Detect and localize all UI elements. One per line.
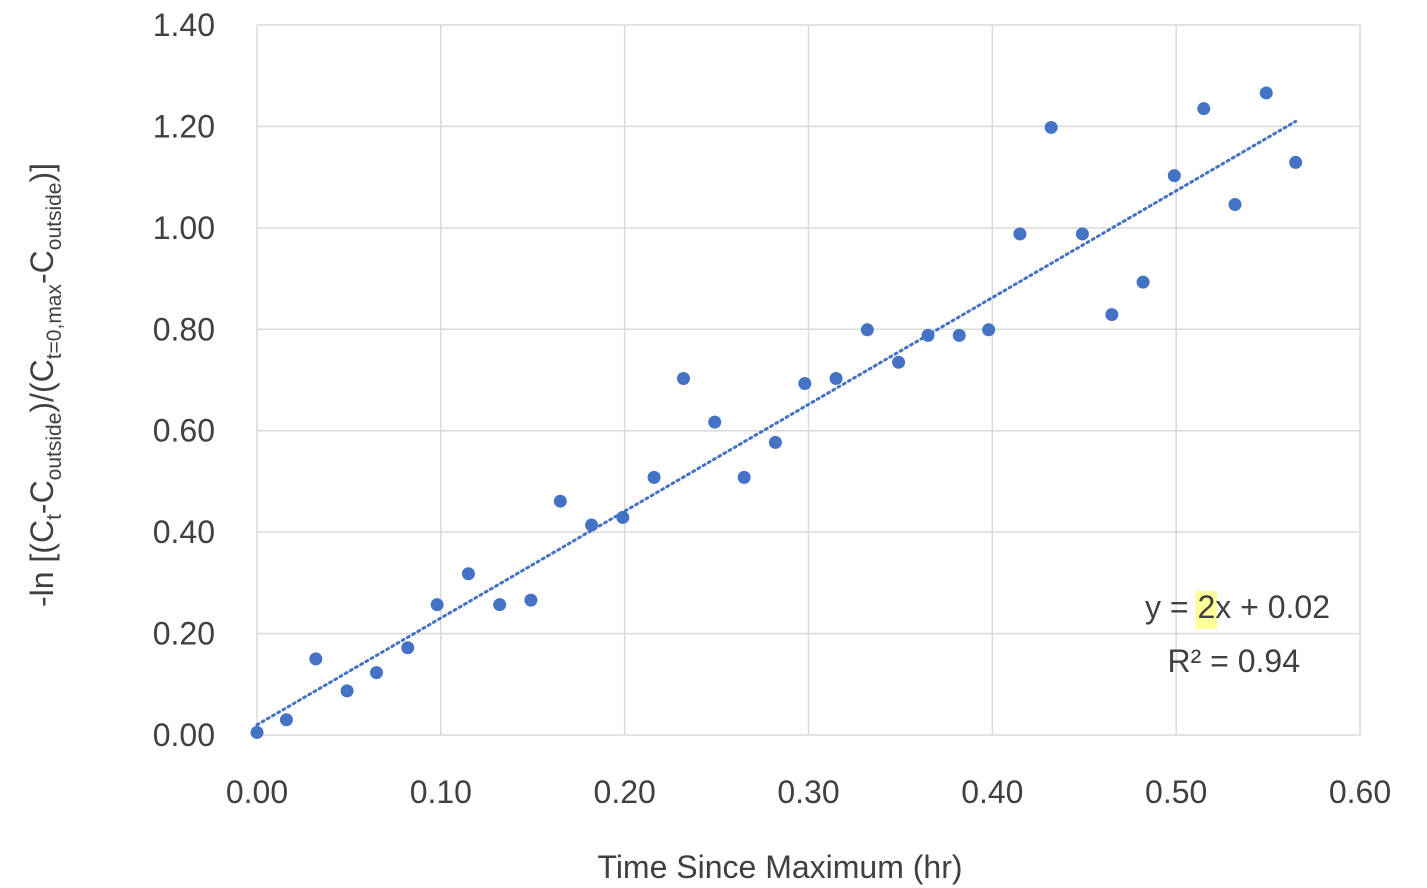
equation-highlight	[1195, 591, 1218, 629]
x-tick-label: 0.10	[410, 774, 472, 810]
data-point	[1228, 198, 1242, 212]
x-tick-labels: 0.00 0.10 0.20 0.30 0.40 0.50 0.60	[226, 774, 1391, 810]
data-point	[952, 328, 966, 342]
equation-prefix: y =	[1145, 589, 1197, 625]
data-point	[493, 598, 507, 612]
data-point	[921, 328, 935, 342]
data-point	[1013, 227, 1027, 241]
y-axis-title-subscript: t	[43, 514, 66, 520]
data-point	[1197, 102, 1211, 116]
data-point	[430, 598, 444, 612]
y-tick-label: 0.00	[153, 717, 215, 753]
data-point	[340, 684, 354, 698]
y-axis-title-subscript: outside	[43, 183, 66, 251]
data-point	[676, 371, 690, 385]
y-axis-title-part: )/(C	[24, 359, 60, 412]
data-point	[369, 666, 383, 680]
data-point	[1136, 275, 1150, 289]
y-axis-title-part: -C	[24, 480, 60, 514]
data-point	[1105, 308, 1119, 322]
y-axis-title-part: -ln [(C	[24, 520, 60, 607]
data-point	[461, 567, 475, 581]
y-tick-label: 0.60	[153, 413, 215, 449]
data-point	[524, 593, 538, 607]
data-point	[616, 510, 630, 524]
y-tick-label: 0.40	[153, 514, 215, 550]
data-point	[585, 518, 599, 532]
data-point	[1044, 120, 1058, 134]
trendline-layer	[255, 119, 1298, 727]
svg-text:y = 2x + 0.02: y = 2x + 0.02	[1145, 589, 1330, 625]
y-axis-title-part: )]	[24, 163, 60, 183]
x-tick-label: 0.30	[777, 774, 839, 810]
y-axis-title-subscript: outside	[43, 413, 66, 481]
data-point	[860, 323, 874, 337]
data-point	[1075, 227, 1089, 241]
data-point	[309, 652, 323, 666]
x-tick-label: 0.60	[1329, 774, 1391, 810]
data-point	[768, 435, 782, 449]
data-point	[401, 641, 415, 655]
data-point	[708, 415, 722, 429]
data-point	[737, 470, 751, 484]
y-tick-label: 0.80	[153, 311, 215, 347]
data-point	[892, 355, 906, 369]
data-point	[647, 470, 661, 484]
data-point	[1167, 169, 1181, 183]
equation-slope: 2	[1197, 589, 1215, 625]
data-point	[798, 377, 812, 391]
data-point	[829, 371, 843, 385]
data-points	[250, 86, 1303, 739]
x-tick-label: 0.20	[594, 774, 656, 810]
r-squared-label: R² = 0.94	[1167, 643, 1300, 679]
y-tick-labels: 0.00 0.20 0.40 0.60 0.80 1.00 1.20 1.40	[153, 7, 215, 753]
x-tick-label: 0.40	[961, 774, 1023, 810]
y-tick-label: 1.00	[153, 210, 215, 246]
data-point	[1289, 155, 1303, 169]
y-tick-label: 1.40	[153, 7, 215, 43]
y-tick-label: 0.20	[153, 616, 215, 652]
data-point	[250, 725, 264, 739]
y-tick-label: 1.20	[153, 108, 215, 144]
data-point	[553, 494, 567, 508]
linear-trendline	[255, 119, 1298, 727]
y-axis-title-part: -C	[24, 250, 60, 284]
data-point	[279, 713, 293, 727]
x-axis-title: Time Since Maximum (hr)	[597, 849, 962, 885]
y-axis-title-subscript: t=0,max	[43, 284, 66, 360]
x-tick-label: 0.00	[226, 774, 288, 810]
y-axis-title: -ln [(Ct-Coutside)/(Ct=0,max-Coutside)]	[24, 163, 66, 607]
equation-suffix: x + 0.02	[1215, 589, 1330, 625]
gridlines	[256, 24, 1361, 736]
data-point	[1259, 86, 1273, 100]
data-point	[982, 323, 996, 337]
trendline-equation: y = 2x + 0.02 R² = 0.94	[1145, 589, 1330, 679]
x-tick-label: 0.50	[1145, 774, 1207, 810]
